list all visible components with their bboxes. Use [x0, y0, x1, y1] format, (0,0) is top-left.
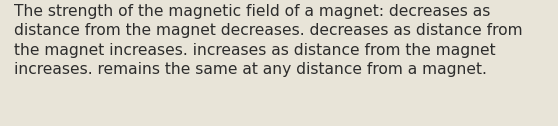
- Text: The strength of the magnetic field of a magnet: decreases as
distance from the m: The strength of the magnetic field of a …: [14, 4, 523, 77]
